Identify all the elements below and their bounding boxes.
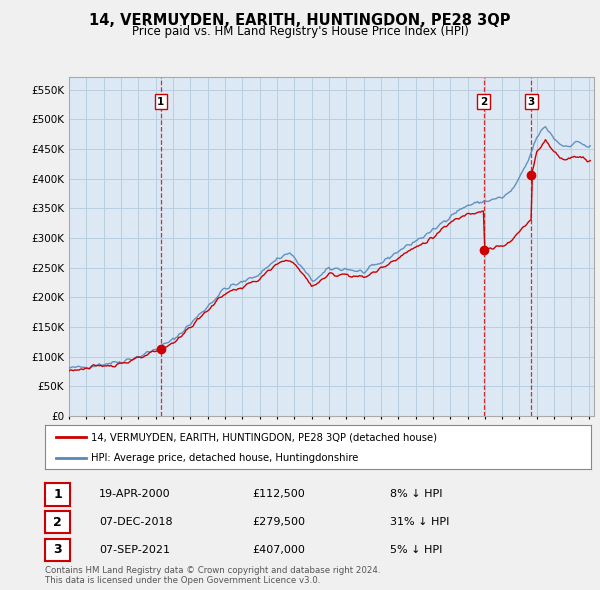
Text: £407,000: £407,000: [252, 545, 305, 555]
Text: HPI: Average price, detached house, Huntingdonshire: HPI: Average price, detached house, Hunt…: [91, 453, 359, 463]
Text: 14, VERMUYDEN, EARITH, HUNTINGDON, PE28 3QP (detached house): 14, VERMUYDEN, EARITH, HUNTINGDON, PE28 …: [91, 432, 437, 442]
Text: 2: 2: [53, 516, 62, 529]
Text: 1: 1: [157, 97, 164, 107]
Text: Contains HM Land Registry data © Crown copyright and database right 2024.: Contains HM Land Registry data © Crown c…: [45, 566, 380, 575]
Text: 3: 3: [53, 543, 62, 556]
Text: 31% ↓ HPI: 31% ↓ HPI: [390, 517, 449, 527]
Text: Price paid vs. HM Land Registry's House Price Index (HPI): Price paid vs. HM Land Registry's House …: [131, 25, 469, 38]
Text: 2: 2: [480, 97, 487, 107]
Text: 14, VERMUYDEN, EARITH, HUNTINGDON, PE28 3QP: 14, VERMUYDEN, EARITH, HUNTINGDON, PE28 …: [89, 13, 511, 28]
Text: This data is licensed under the Open Government Licence v3.0.: This data is licensed under the Open Gov…: [45, 576, 320, 585]
Text: 3: 3: [527, 97, 535, 107]
Text: 5% ↓ HPI: 5% ↓ HPI: [390, 545, 442, 555]
Text: 07-SEP-2021: 07-SEP-2021: [99, 545, 170, 555]
Text: 07-DEC-2018: 07-DEC-2018: [99, 517, 173, 527]
Text: 8% ↓ HPI: 8% ↓ HPI: [390, 490, 443, 499]
Text: £112,500: £112,500: [252, 490, 305, 499]
Text: £279,500: £279,500: [252, 517, 305, 527]
Text: 1: 1: [53, 488, 62, 501]
Text: 19-APR-2000: 19-APR-2000: [99, 490, 170, 499]
